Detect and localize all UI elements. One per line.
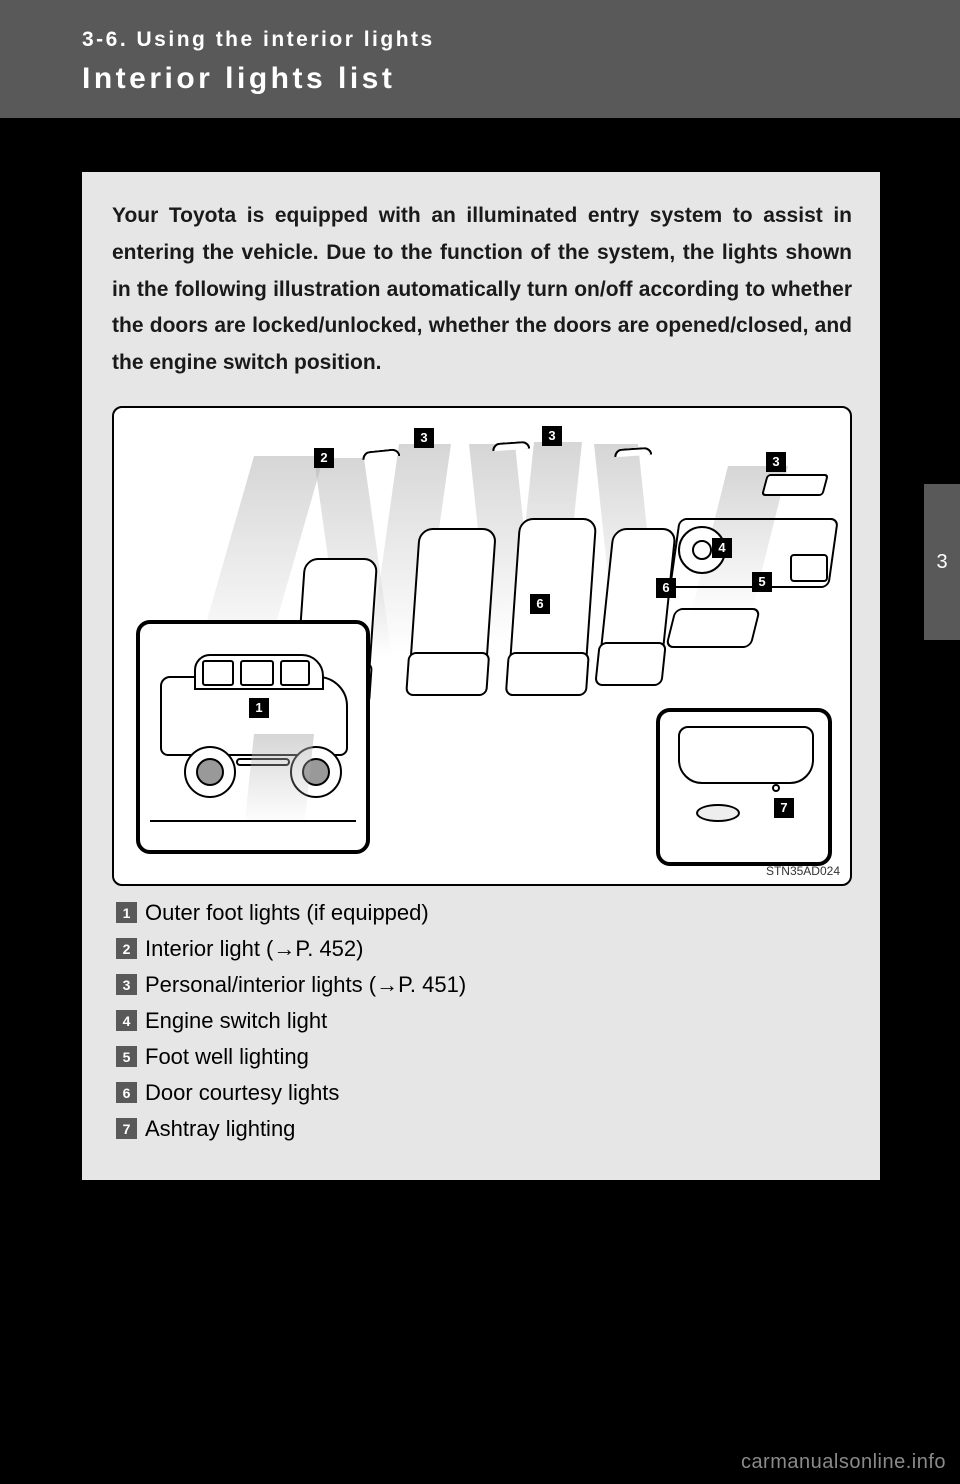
callout-number: 3	[414, 428, 434, 448]
legend-row: 4 Engine switch light	[116, 1008, 852, 1034]
legend-number: 1	[116, 902, 137, 923]
callout-number: 6	[530, 594, 550, 614]
inset-ashtray	[656, 708, 832, 866]
legend-number: 6	[116, 1082, 137, 1103]
legend-text: Outer foot lights (if equipped)	[145, 900, 429, 926]
steering-hub	[692, 540, 712, 560]
callout-number: 4	[712, 538, 732, 558]
legend-number: 5	[116, 1046, 137, 1067]
intro-paragraph: Your Toyota is equipped with an illumina…	[112, 198, 852, 382]
callout-number: 5	[752, 572, 772, 592]
legend-row: 3 Personal/interior lights (→P. 451)	[116, 972, 852, 998]
center-console	[665, 608, 761, 648]
legend-text: Interior light (→P. 452)	[145, 936, 363, 962]
legend-row: 7 Ashtray lighting	[116, 1116, 852, 1142]
seat-row2-right	[509, 518, 597, 668]
callout-number: 3	[542, 426, 562, 446]
grab-handle	[492, 440, 530, 451]
callout-number: 1	[249, 698, 269, 718]
indicator-dot	[772, 784, 780, 792]
chapter-tab: 3	[924, 484, 960, 640]
content-box: Your Toyota is equipped with an illumina…	[82, 172, 880, 1180]
grab-handle	[614, 446, 652, 457]
center-stack	[790, 554, 828, 582]
grab-handle	[362, 448, 401, 460]
callout-number: 6	[656, 578, 676, 598]
legend-list: 1 Outer foot lights (if equipped) 2 Interio…	[112, 900, 852, 1142]
inset-exterior	[136, 620, 370, 854]
callout-number: 3	[766, 452, 786, 472]
illustration-code: STN35AD024	[766, 864, 840, 878]
interior-lights-illustration: STN35AD024 1 2 3 3 3 45 6 6 7	[112, 406, 852, 886]
section-title: Interior lights list	[82, 62, 960, 96]
legend-text: Personal/interior lights (→P. 451)	[145, 972, 466, 998]
legend-text: Foot well lighting	[145, 1044, 309, 1070]
header-band: 3-6. Using the interior lights Interior …	[0, 0, 960, 118]
seat-row2-left	[409, 528, 497, 668]
legend-number: 2	[116, 938, 137, 959]
legend-row: 6 Door courtesy lights	[116, 1080, 852, 1106]
legend-number: 4	[116, 1010, 137, 1031]
legend-text: Engine switch light	[145, 1008, 327, 1034]
legend-number: 7	[116, 1118, 137, 1139]
legend-row: 2 Interior light (→P. 452)	[116, 936, 852, 962]
callout-number: 2	[314, 448, 334, 468]
legend-row: 1 Outer foot lights (if equipped)	[116, 900, 852, 926]
callout-number: 7	[774, 798, 794, 818]
legend-row: 5 Foot well lighting	[116, 1044, 852, 1070]
legend-text: Door courtesy lights	[145, 1080, 339, 1106]
section-number: 3-6. Using the interior lights	[82, 28, 960, 52]
watermark: carmanualsonline.info	[741, 1451, 946, 1474]
legend-number: 3	[116, 974, 137, 995]
legend-text: Ashtray lighting	[145, 1116, 295, 1142]
rearview-mirror	[761, 474, 829, 496]
